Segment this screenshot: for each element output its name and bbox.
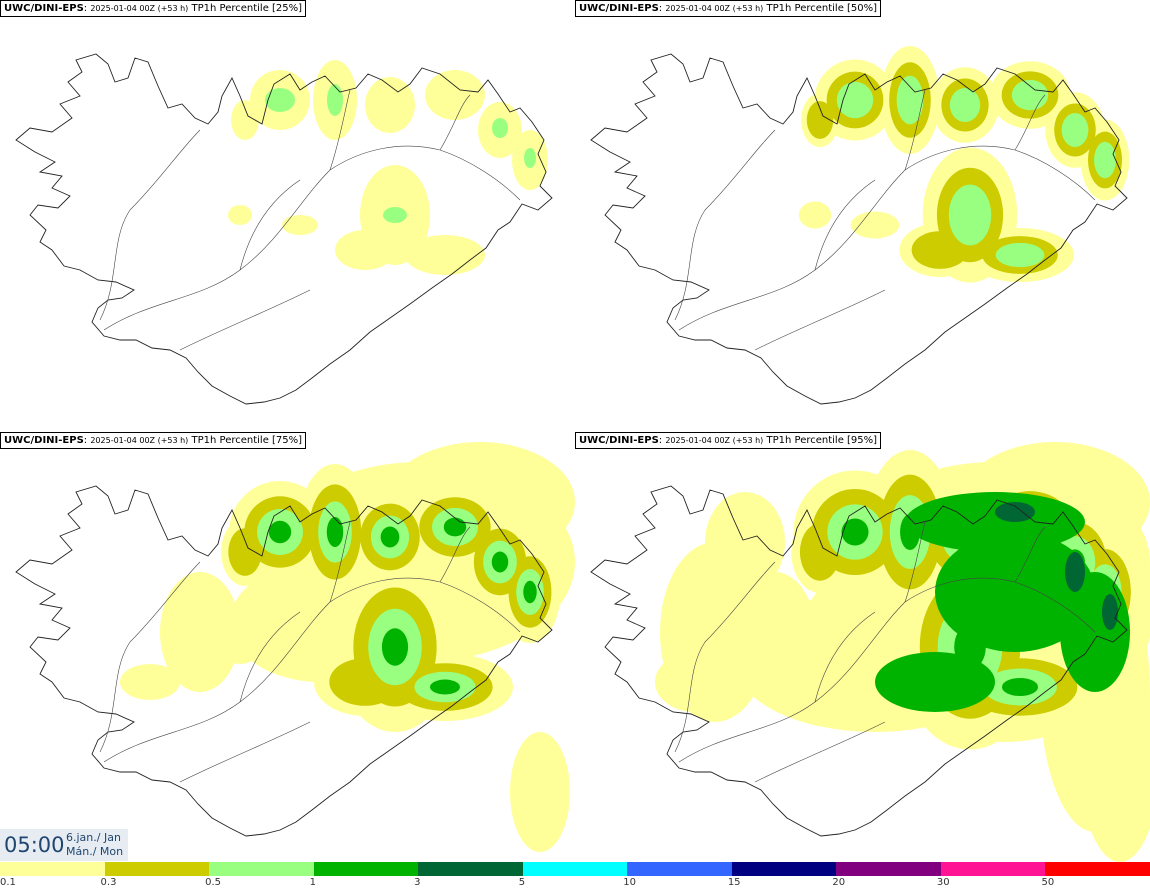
legend-tick-label: 15 bbox=[727, 877, 741, 888]
valid-time-box: 05:00 6.jan./ Jan Mán./ Mon bbox=[0, 829, 128, 861]
field-label: TP1h Percentile [25%] bbox=[191, 3, 303, 14]
legend-swatch bbox=[418, 862, 523, 876]
legend-tick-label: 0.3 bbox=[100, 877, 117, 888]
legend-tick-label: 0.5 bbox=[205, 877, 221, 888]
panel-title-p25: UWC/DINI-EPS: 2025-01-04 00Z (+53 h) TP1… bbox=[0, 0, 307, 17]
legend-tick-label: 50 bbox=[1041, 877, 1055, 888]
legend-tick-label: 0.1 bbox=[0, 877, 16, 888]
model-label: UWC/DINI-EPS bbox=[579, 435, 659, 446]
map-panel-p25: UWC/DINI-EPS: 2025-01-04 00Z (+53 h) TP1… bbox=[0, 0, 575, 430]
valid-time: 05:00 bbox=[4, 833, 65, 857]
legend-tick-label: 10 bbox=[623, 877, 636, 888]
legend-tick-labels: 0.1 0.3 0.5 1 3 5 10 15 20 30 50 bbox=[0, 877, 1150, 891]
valid-date-line1: 6.jan./ Jan bbox=[66, 831, 121, 844]
run-label: 2025-01-04 00Z (+53 h) bbox=[665, 436, 764, 445]
legend-swatch bbox=[209, 862, 314, 876]
precip-map-p95 bbox=[575, 432, 1150, 862]
legend-swatch bbox=[627, 862, 732, 876]
legend-swatch bbox=[313, 862, 419, 876]
legend-swatch bbox=[731, 862, 837, 876]
panel-title-p75: UWC/DINI-EPS: 2025-01-04 00Z (+53 h) TP1… bbox=[0, 432, 307, 449]
model-label: UWC/DINI-EPS bbox=[4, 435, 84, 446]
precip-color-legend bbox=[0, 862, 1150, 876]
field-label: TP1h Percentile [95%] bbox=[766, 435, 878, 446]
precip-map-p75 bbox=[15, 442, 575, 852]
legend-swatch bbox=[104, 862, 210, 876]
model-label: UWC/DINI-EPS bbox=[4, 3, 84, 14]
legend-swatch bbox=[836, 862, 941, 876]
legend-tick-label: 5 bbox=[518, 877, 526, 888]
precip-map-p50 bbox=[590, 46, 1130, 405]
valid-date-line2: Mán./ Mon bbox=[66, 845, 124, 858]
run-label: 2025-01-04 00Z (+53 h) bbox=[90, 436, 189, 445]
legend-tick-label: 20 bbox=[832, 877, 846, 888]
field-label: TP1h Percentile [50%] bbox=[766, 3, 878, 14]
legend-tick-label: 30 bbox=[936, 877, 950, 888]
precip-map-p25 bbox=[15, 53, 553, 405]
legend-tick-label: 1 bbox=[309, 877, 316, 888]
panel-title-p95: UWC/DINI-EPS: 2025-01-04 00Z (+53 h) TP1… bbox=[575, 432, 882, 449]
model-label: UWC/DINI-EPS bbox=[579, 3, 659, 14]
legend-swatch bbox=[1045, 862, 1150, 876]
run-label: 2025-01-04 00Z (+53 h) bbox=[665, 4, 764, 13]
legend-tick-label: 3 bbox=[414, 877, 421, 888]
map-panel-p95: UWC/DINI-EPS: 2025-01-04 00Z (+53 h) TP1… bbox=[575, 432, 1150, 862]
legend-swatch bbox=[0, 862, 105, 876]
map-panel-p75: UWC/DINI-EPS: 2025-01-04 00Z (+53 h) TP1… bbox=[0, 432, 575, 862]
legend-swatch bbox=[940, 862, 1046, 876]
run-label: 2025-01-04 00Z (+53 h) bbox=[90, 4, 189, 13]
map-panel-p50: UWC/DINI-EPS: 2025-01-04 00Z (+53 h) TP1… bbox=[575, 0, 1150, 430]
panel-title-p50: UWC/DINI-EPS: 2025-01-04 00Z (+53 h) TP1… bbox=[575, 0, 882, 17]
field-label: TP1h Percentile [75%] bbox=[191, 435, 303, 446]
legend-swatch bbox=[522, 862, 628, 876]
